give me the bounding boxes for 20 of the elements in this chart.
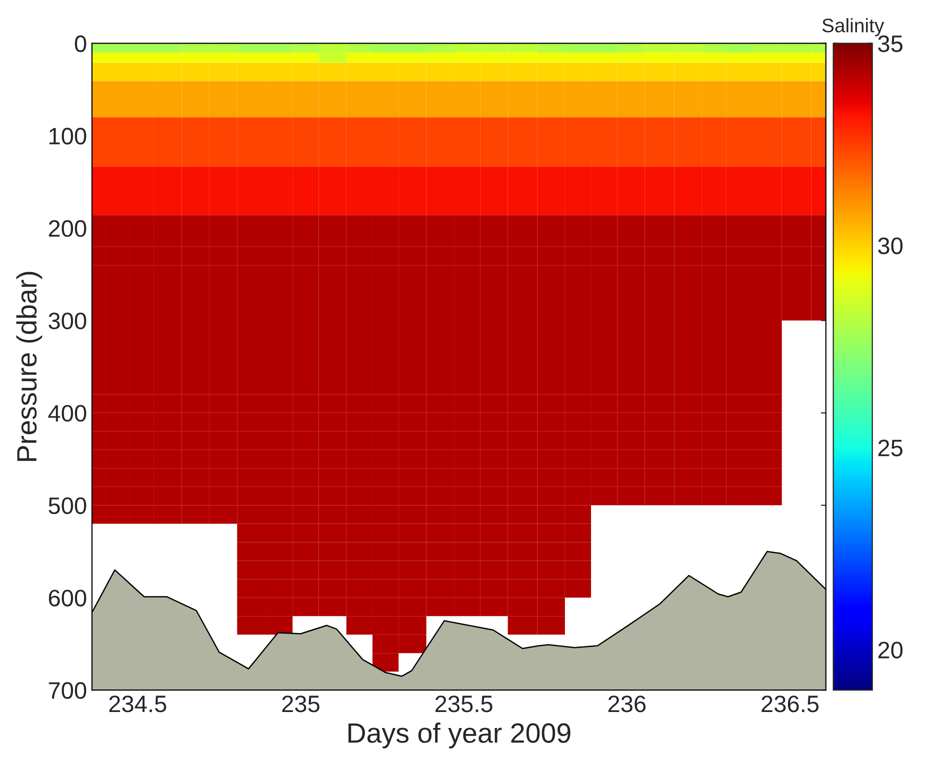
y-tick-label: 400 [48, 404, 86, 422]
color-bar-label: 35 [878, 35, 902, 52]
y-tick-label: 100 [50, 128, 86, 144]
x-tick-label: 236.5 [762, 696, 819, 712]
x-tick-label: 234.5 [109, 696, 166, 712]
y-tick-label: 500 [48, 497, 86, 514]
x-tick-label: 236 [608, 696, 646, 712]
y-tick-label: 200 [48, 220, 86, 237]
x-axis-title: Days of year 2009 [348, 722, 570, 748]
y-axis-title: Pressure (dbar) [16, 272, 42, 461]
color-bar-label: 30 [878, 238, 903, 254]
y-tick-label: 600 [48, 590, 86, 606]
color-bar-label: 25 [878, 440, 902, 456]
x-tick-label: 235.5 [435, 696, 492, 712]
y-tick-label: 0 [74, 35, 86, 52]
y-tick-label: 300 [48, 312, 86, 330]
color-bar-label: 20 [878, 642, 903, 658]
x-tick-label: 235 [282, 696, 320, 712]
y-tick-label: 700 [48, 682, 86, 699]
color-bar-title: Salinity [822, 18, 884, 36]
